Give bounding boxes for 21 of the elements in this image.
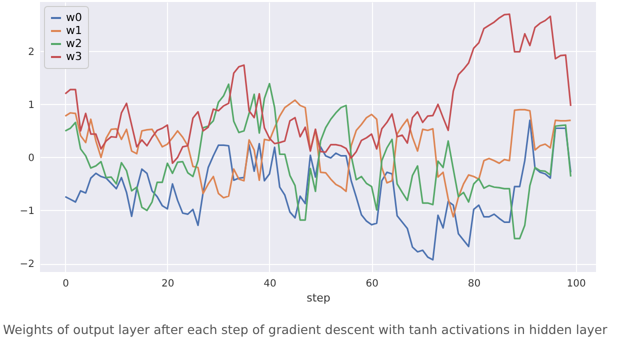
line-series [64, 119, 572, 261]
y-tick-label: 1 [28, 100, 34, 111]
x-tick-label: 0 [62, 278, 69, 290]
y-tick-label: −2 [20, 259, 34, 270]
line-series [64, 13, 572, 164]
line-series [64, 99, 572, 218]
text: Weights of output layer after each step of gradient descent with tanh activations in hidden layer [3, 322, 608, 337]
x-tick-label: 40 [264, 278, 276, 290]
legend-label: w0 [66, 11, 82, 24]
x-tick-label: 60 [366, 278, 378, 290]
line-series [64, 82, 572, 240]
x-tick-label: 80 [468, 278, 481, 290]
x-axis-title: step [306, 292, 330, 304]
y-tick-label: 0 [28, 152, 34, 164]
legend-label: w3 [66, 50, 82, 63]
legend-label: w1 [66, 24, 82, 37]
y-tick-label: 2 [28, 46, 34, 58]
x-tick-label: 100 [566, 278, 586, 290]
x-tick-label: 20 [162, 278, 174, 290]
y-tick-label: −1 [20, 206, 34, 217]
legend-label: w2 [66, 37, 82, 50]
